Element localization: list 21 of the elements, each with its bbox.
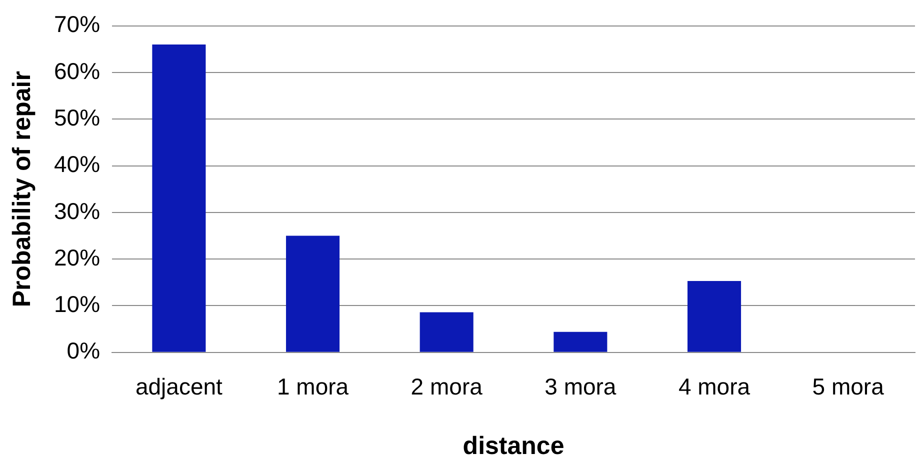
y-tick-label: 10% (54, 291, 100, 318)
y-tick-label: 20% (54, 244, 100, 270)
x-tick-label: adjacent (135, 374, 224, 400)
y-tick-label: 30% (54, 198, 100, 224)
x-tick-label: 1 mora (276, 374, 349, 400)
x-tick-label: 5 mora (812, 374, 884, 400)
x-axis-title: distance (462, 432, 564, 460)
bar (286, 236, 340, 352)
y-tick-label: 50% (54, 104, 100, 130)
x-tick-label: 3 mora (544, 374, 616, 400)
y-tick-label: 40% (54, 151, 100, 178)
y-tick-label: 60% (54, 58, 100, 84)
y-tick-label: 0% (66, 338, 100, 364)
y-axis-title: Probability of repair (8, 70, 36, 308)
bar (554, 332, 608, 352)
bar (152, 44, 206, 352)
y-tick-label: 70% (54, 11, 100, 38)
x-tick-label: 2 mora (410, 374, 483, 400)
bar (420, 312, 474, 352)
bar (687, 281, 742, 352)
x-tick-label: 4 mora (678, 374, 750, 400)
